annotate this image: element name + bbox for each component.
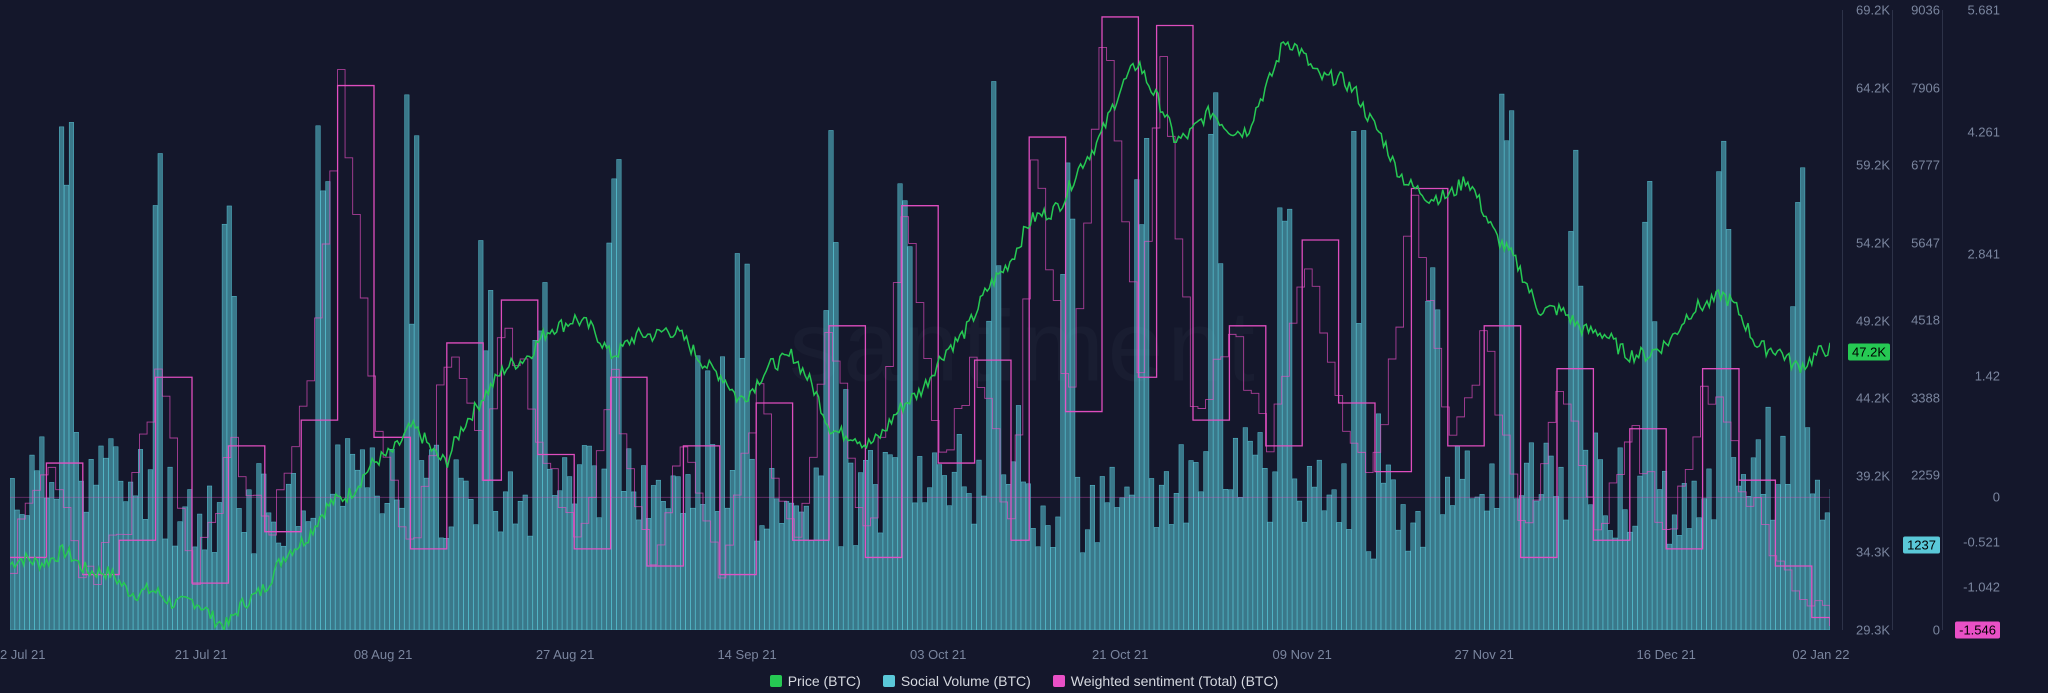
y-tick-label-sentiment: 4.261 <box>1967 124 2000 139</box>
axis-separator <box>1942 10 1943 630</box>
axis-separator <box>1842 10 1843 630</box>
legend-swatch <box>883 675 895 687</box>
y-tick-label-volume: 4518 <box>1911 313 1940 328</box>
legend-item[interactable]: Price (BTC) <box>770 673 861 689</box>
axis-separator <box>1892 10 1893 630</box>
y-tick-label-price: 59.2K <box>1856 158 1890 173</box>
y-tick-label-volume: 6777 <box>1911 158 1940 173</box>
y-tick-label-sentiment: -1.042 <box>1963 579 2000 594</box>
x-tick-label: 16 Dec 21 <box>1637 647 1696 662</box>
y-tick-label-price: 29.3K <box>1856 623 1890 638</box>
x-tick-label: 02 Jan 22 <box>1792 647 1849 662</box>
x-tick-label: 14 Sep 21 <box>717 647 776 662</box>
legend-label: Social Volume (BTC) <box>901 673 1031 689</box>
current-value-badge-volume: 1237 <box>1903 537 1940 554</box>
x-tick-label: 27 Aug 21 <box>536 647 595 662</box>
legend-label: Price (BTC) <box>788 673 861 689</box>
y-tick-label-price: 54.2K <box>1856 236 1890 251</box>
y-tick-label-volume: 3388 <box>1911 390 1940 405</box>
y-tick-label-price: 69.2K <box>1856 3 1890 18</box>
x-tick-label: 09 Nov 21 <box>1273 647 1332 662</box>
y-tick-label-sentiment: 0 <box>1993 490 2000 505</box>
x-tick-label: 21 Oct 21 <box>1092 647 1148 662</box>
y-tick-label-price: 49.2K <box>1856 313 1890 328</box>
y-tick-label-volume: 0 <box>1933 623 1940 638</box>
y-tick-label-price: 39.2K <box>1856 469 1890 484</box>
y-tick-label-sentiment: 2.841 <box>1967 246 2000 261</box>
x-tick-label: 21 Jul 21 <box>175 647 228 662</box>
legend-swatch <box>770 675 782 687</box>
legend-label: Weighted sentiment (Total) (BTC) <box>1071 673 1278 689</box>
y-tick-label-volume: 7906 <box>1911 80 1940 95</box>
x-tick-label: 02 Jul 21 <box>0 647 45 662</box>
y-tick-label-price: 64.2K <box>1856 80 1890 95</box>
y-tick-label-volume: 5647 <box>1911 235 1940 250</box>
legend-swatch <box>1053 675 1065 687</box>
y-tick-label-volume: 9036 <box>1911 3 1940 18</box>
y-axis-sentiment: 5.6814.2612.8411.420-0.521-1.042-1.546 <box>1950 10 2000 630</box>
x-axis: 02 Jul 2121 Jul 2108 Aug 2127 Aug 2114 S… <box>10 647 1830 665</box>
y-axis-volume: 903679066777564745183388225901237 <box>1900 10 1940 630</box>
y-tick-label-sentiment: 5.681 <box>1967 3 2000 18</box>
x-tick-label: 08 Aug 21 <box>354 647 413 662</box>
current-value-badge-price: 47.2K <box>1848 343 1890 360</box>
x-tick-label: 03 Oct 21 <box>910 647 966 662</box>
y-tick-label-sentiment: -0.521 <box>1963 535 2000 550</box>
plot-area[interactable] <box>10 10 1830 630</box>
y-axis-price: 69.2K64.2K59.2K54.2K49.2K44.2K39.2K34.3K… <box>1850 10 1890 630</box>
current-value-badge-sentiment: -1.546 <box>1955 622 2000 639</box>
y-tick-label-price: 34.3K <box>1856 545 1890 560</box>
y-tick-label-price: 44.2K <box>1856 391 1890 406</box>
legend-item[interactable]: Weighted sentiment (Total) (BTC) <box>1053 673 1278 689</box>
legend: Price (BTC) Social Volume (BTC) Weighted s… <box>0 669 2048 693</box>
x-tick-label: 27 Nov 21 <box>1455 647 1514 662</box>
y-tick-label-sentiment: 1.42 <box>1975 368 2000 383</box>
chart-container: santiment 02 Jul 2121 Jul 2108 Aug 2127 … <box>0 0 2048 693</box>
y-tick-label-volume: 2259 <box>1911 468 1940 483</box>
legend-item[interactable]: Social Volume (BTC) <box>883 673 1031 689</box>
